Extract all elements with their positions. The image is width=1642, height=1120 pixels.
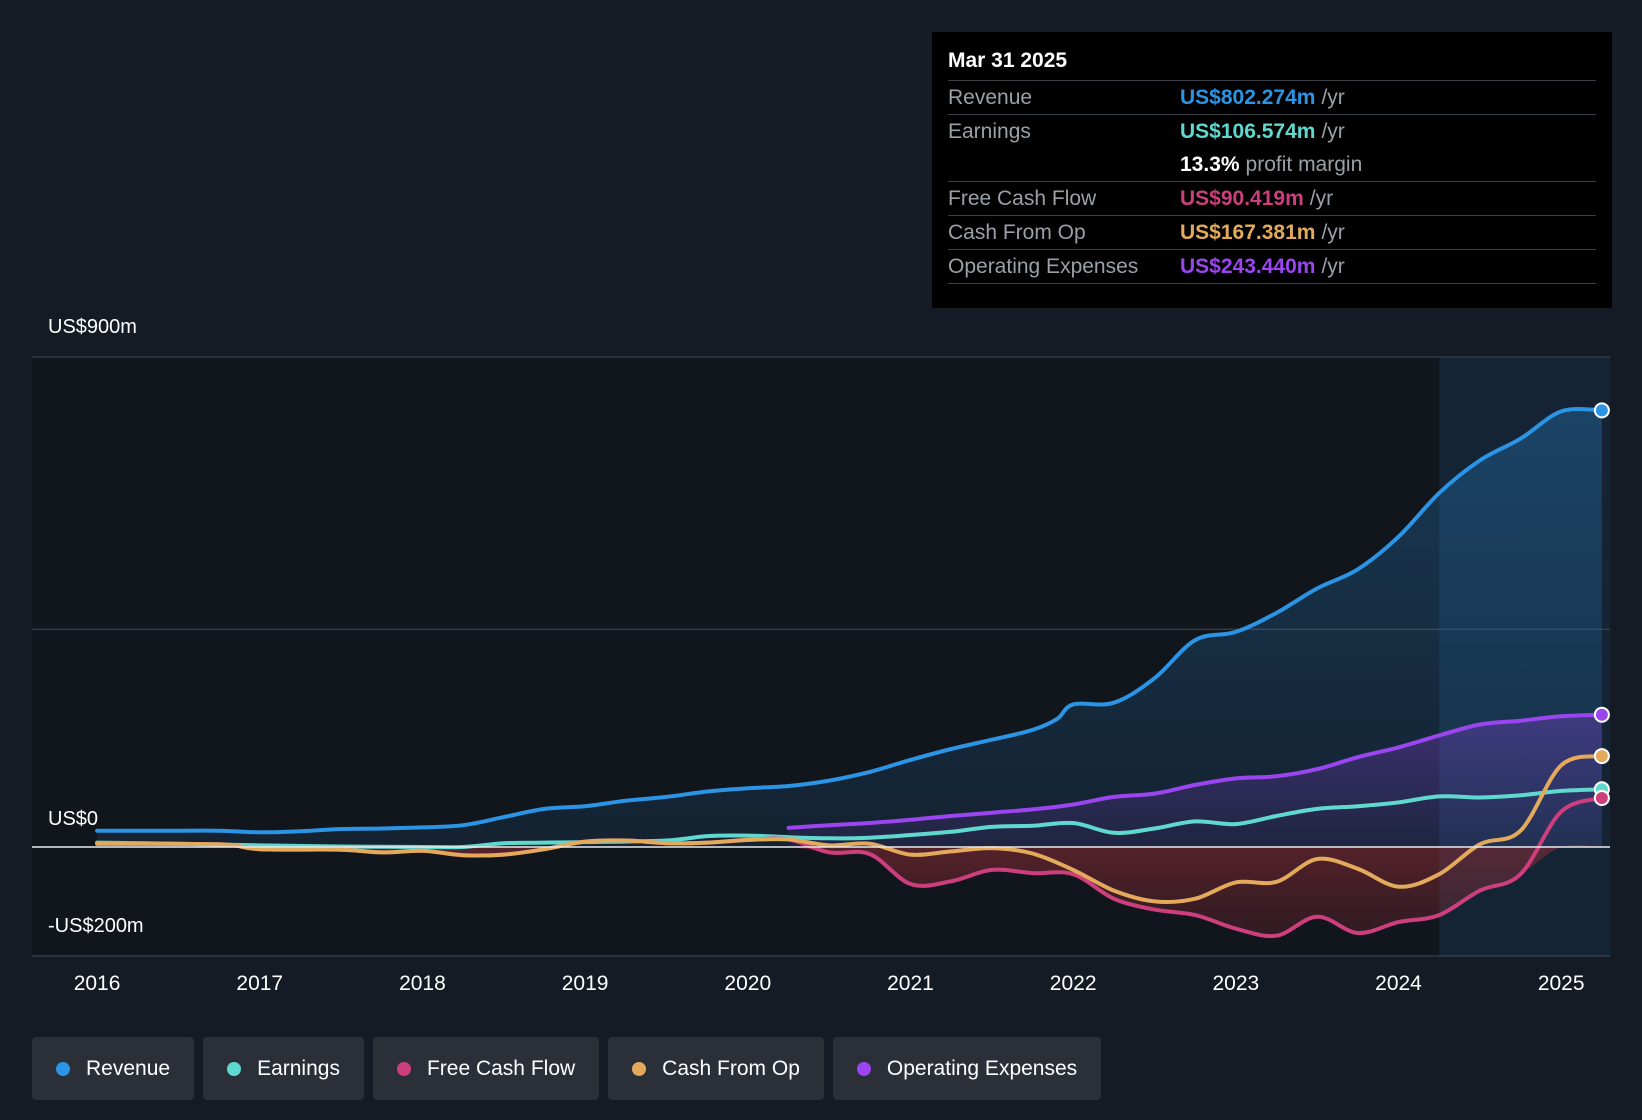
tooltip-date: Mar 31 2025 (948, 46, 1596, 81)
tooltip-unit: /yr (1321, 221, 1345, 244)
revenue-end-marker[interactable] (1593, 402, 1610, 419)
legend-label: Operating Expenses (886, 1056, 1078, 1080)
legend-label: Cash From Op (662, 1056, 800, 1080)
tooltip-unit: /yr (1321, 86, 1345, 109)
x-tick-label: 2019 (562, 972, 609, 995)
legend-label: Earnings (257, 1056, 340, 1080)
operating-expenses-line (786, 712, 1604, 830)
tooltip-row-profit-margin: 13.3% profit margin (948, 148, 1596, 182)
legend-label: Revenue (86, 1056, 171, 1080)
cash-from-op-end-marker[interactable] (1593, 748, 1610, 765)
tooltip-value: US$802.274m (1180, 86, 1316, 109)
legend-item-operating-expenses[interactable]: Operating Expenses (832, 1037, 1102, 1100)
legend-item-earnings[interactable]: Earnings (203, 1037, 364, 1100)
legend: Revenue Earnings Free Cash Flow Cash Fro… (32, 1037, 1102, 1100)
legend-label: Free Cash Flow (426, 1056, 576, 1080)
y-axis-label: US$900m (48, 316, 137, 338)
y-axis-label: -US$200m (48, 915, 144, 937)
tooltip-row-free-cash-flow: Free Cash Flow US$90.419m /yr (948, 182, 1596, 216)
y-axis-label: US$0 (48, 808, 98, 830)
free-cash-flow-dot-icon (396, 1061, 411, 1076)
tooltip-value: US$106.574m (1180, 120, 1316, 143)
cash-from-op-line (95, 754, 1604, 905)
legend-item-revenue[interactable]: Revenue (32, 1037, 195, 1100)
profit-margin-value: 13.3% (1180, 153, 1240, 176)
tooltip-label: Revenue (948, 86, 1033, 109)
tooltip-row-operating-expenses: Operating Expenses US$243.440m /yr (948, 250, 1596, 284)
profit-margin-label: profit margin (1245, 153, 1363, 176)
tooltip-row-revenue: Revenue US$802.274m /yr (948, 81, 1596, 115)
x-tick-label: 2016 (74, 972, 121, 995)
legend-item-free-cash-flow[interactable]: Free Cash Flow (372, 1037, 600, 1100)
x-tick-label: 2022 (1050, 972, 1097, 995)
tooltip-panel: Mar 31 2025 Revenue US$802.274m /yr Earn… (932, 32, 1612, 308)
tooltip-label: Operating Expenses (948, 255, 1139, 278)
tooltip-unit: /yr (1309, 187, 1334, 210)
revenue-dot-icon (56, 1061, 70, 1076)
tooltip-value: US$167.381m (1180, 221, 1316, 244)
operating-expenses-end-marker[interactable] (1593, 706, 1610, 723)
free-cash-flow-end-marker[interactable] (1593, 790, 1610, 806)
revenue-area (97, 409, 1602, 847)
x-tick-label: 2021 (887, 972, 934, 995)
tooltip-label: Free Cash Flow (948, 187, 1097, 210)
series-lines (95, 407, 1604, 939)
tooltip-label: Earnings (948, 120, 1031, 143)
x-tick-label: 2020 (724, 972, 771, 995)
tooltip-row-cash-from-op: Cash From Op US$167.381m /yr (948, 216, 1596, 250)
tooltip-value: US$243.440m (1180, 255, 1316, 278)
series-end-markers (1593, 402, 1610, 806)
tooltip-unit: /yr (1321, 255, 1345, 278)
tooltip-unit: /yr (1321, 120, 1345, 143)
y-axis-labels: US$900m US$0 -US$200m (48, 316, 144, 937)
x-tick-label: 2025 (1538, 972, 1585, 995)
x-axis-tick-labels: 2016 2017 2018 2019 2020 2021 2022 2023 2024 2025 (74, 972, 1585, 995)
x-tick-label: 2017 (236, 972, 283, 995)
tooltip-label: Cash From Op (948, 221, 1086, 244)
operating-expenses-dot-icon (856, 1061, 871, 1076)
negative-cash-flow-area (97, 845, 1602, 937)
x-tick-label: 2023 (1212, 972, 1259, 995)
earnings-dot-icon (227, 1061, 242, 1076)
revenue-line (95, 407, 1604, 835)
x-tick-label: 2024 (1375, 972, 1422, 995)
cash-from-op-dot-icon (632, 1061, 647, 1076)
tooltip-row-earnings: Earnings US$106.574m /yr (948, 115, 1596, 148)
x-tick-label: 2018 (399, 972, 446, 995)
tooltip-value: US$90.419m (1180, 187, 1304, 210)
legend-item-cash-from-op[interactable]: Cash From Op (608, 1037, 824, 1100)
